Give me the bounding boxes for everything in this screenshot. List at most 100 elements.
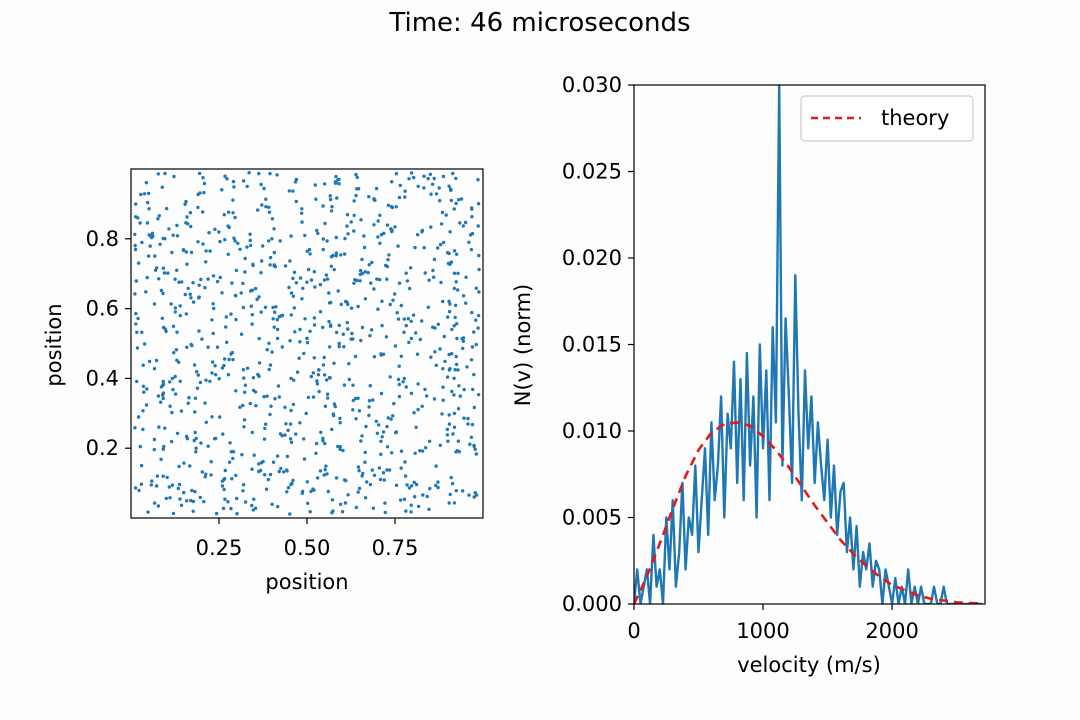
scatter-point: [220, 484, 225, 488]
scatter-point: [163, 426, 167, 430]
scatter-point: [177, 482, 182, 487]
scatter-point: [267, 239, 271, 243]
scatter-point: [133, 292, 137, 296]
scatter-point: [242, 425, 246, 429]
scatter-point: [337, 341, 341, 346]
scatter-point: [466, 416, 470, 421]
scatter-point: [317, 368, 321, 372]
scatter-point: [391, 414, 395, 418]
scatter-point: [287, 189, 292, 193]
scatter-point: [208, 249, 212, 253]
scatter-point: [440, 210, 445, 215]
scatter-point: [414, 425, 418, 429]
scatter-point: [334, 251, 339, 255]
scatter-point: [189, 224, 193, 229]
scatter-point: [466, 422, 470, 426]
scatter-point: [305, 336, 309, 341]
scatter-point: [241, 368, 246, 372]
scatter-point: [258, 468, 263, 473]
scatter-point: [477, 267, 481, 272]
scatter-point: [140, 330, 144, 334]
scatter-point: [476, 178, 480, 182]
scatter-point: [410, 484, 414, 488]
scatter-point: [436, 480, 440, 484]
scatter-point: [149, 235, 154, 240]
scatter-point: [197, 171, 202, 176]
scatter-point: [363, 450, 367, 455]
scatter-point: [288, 512, 292, 516]
scatter-point: [389, 227, 393, 231]
scatter-point: [337, 182, 341, 186]
scatter-point: [409, 171, 414, 175]
scatter-y-ticks: 0.2 0.4 0.6 0.8: [86, 227, 131, 460]
scatter-point: [397, 364, 401, 368]
scatter-point: [341, 448, 345, 453]
velocity-axes-frame: [633, 84, 986, 605]
scatter-point: [213, 227, 217, 231]
scatter-point: [173, 392, 178, 396]
scatter-point: [177, 360, 181, 364]
scatter-point: [288, 422, 293, 426]
scatter-point: [254, 404, 258, 408]
scatter-point: [302, 437, 306, 441]
scatter-point: [334, 174, 338, 179]
scatter-point: [243, 500, 248, 504]
scatter-point: [145, 275, 149, 280]
scatter-point: [265, 394, 269, 398]
scatter-point: [324, 273, 329, 277]
scatter-point: [416, 504, 421, 509]
scatter-point: [153, 254, 157, 258]
scatter-point: [418, 449, 422, 453]
scatter-point: [305, 280, 309, 284]
scatter-point: [206, 277, 210, 281]
scatter-point: [394, 172, 399, 176]
scatter-point: [380, 323, 384, 328]
scatter-point: [385, 445, 390, 449]
scatter-point: [354, 193, 358, 198]
scatter-point: [346, 327, 350, 331]
scatter-point: [234, 389, 238, 393]
scatter-point: [359, 218, 363, 222]
scatter-point: [411, 313, 416, 317]
scatter-point: [162, 271, 167, 275]
scatter-point: [322, 355, 326, 360]
scatter-point: [449, 475, 453, 480]
scatter-point: [268, 472, 273, 477]
scatter-point: [179, 503, 184, 507]
scatter-point: [468, 442, 472, 446]
scatter-point: [427, 507, 431, 511]
scatter-point: [242, 376, 246, 380]
scatter-point: [201, 210, 205, 214]
scatter-point: [230, 350, 234, 355]
scatter-point: [298, 327, 302, 332]
scatter-point: [259, 182, 263, 187]
scatter-point: [464, 301, 468, 305]
scatter-point: [454, 201, 458, 206]
scatter-point: [476, 313, 481, 318]
scatter-point: [334, 235, 338, 240]
scatter-point: [141, 384, 146, 388]
scatter-point: [325, 392, 330, 396]
scatter-point: [452, 249, 457, 253]
scatter-point: [416, 382, 420, 386]
scatter-point: [357, 469, 361, 473]
scatter-point: [386, 416, 390, 420]
scatter-point: [230, 477, 234, 481]
scatter-point: [286, 428, 290, 432]
scatter-point: [372, 287, 376, 291]
scatter-point: [453, 368, 457, 372]
scatter-point: [467, 240, 471, 244]
scatter-point: [408, 286, 412, 291]
scatter-point: [240, 453, 244, 457]
scatter-point: [270, 237, 274, 241]
scatter-point: [377, 277, 382, 282]
scatter-point: [438, 347, 442, 351]
scatter-point: [352, 213, 356, 218]
scatter-point: [395, 311, 399, 315]
scatter-point: [193, 489, 197, 494]
scatter-point: [409, 266, 413, 270]
scatter-point: [247, 171, 251, 175]
scatter-point: [211, 331, 215, 336]
scatter-point: [461, 294, 466, 298]
scatter-point: [270, 502, 274, 506]
